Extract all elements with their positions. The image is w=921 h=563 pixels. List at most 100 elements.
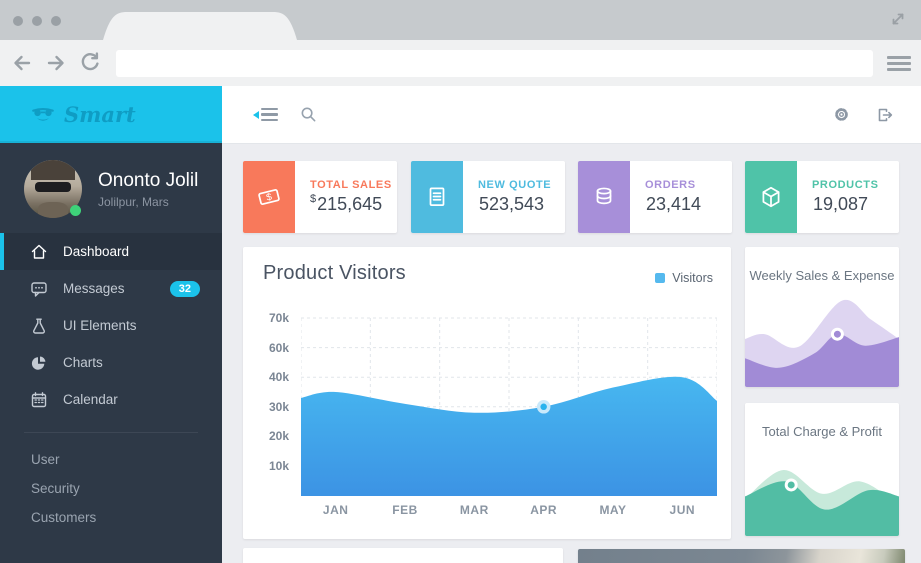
- stat-value-number: 523,543: [479, 194, 545, 214]
- sidebar-item-dashboard[interactable]: Dashboard: [0, 233, 222, 270]
- home-icon: [31, 244, 47, 259]
- svg-text:$: $: [265, 192, 273, 204]
- document-icon: [411, 161, 463, 233]
- stat-value: $215,645: [310, 193, 392, 215]
- browser-toolbar: [0, 40, 921, 86]
- highlighted-data-point: [830, 327, 844, 341]
- sidebar-item-label: Calendar: [63, 392, 118, 407]
- stat-value-number: 19,087: [813, 194, 869, 214]
- sidebar-secondary-nav: User Security Customers: [0, 445, 222, 532]
- stat-card-new-quote: NEW QUOTE 523,543: [411, 161, 565, 233]
- sidebar-nav: Dashboard Messages 32: [0, 233, 222, 418]
- logo-text: Smart: [64, 102, 136, 127]
- avatar[interactable]: [24, 160, 82, 218]
- stat-label: TOTAL SALES: [310, 179, 392, 191]
- y-axis-tick: 20k: [268, 429, 289, 444]
- logo-band: Smart: [0, 86, 222, 143]
- x-axis-label: JUN: [669, 503, 696, 517]
- window-controls[interactable]: [13, 16, 61, 26]
- x-axis-label: MAY: [599, 503, 627, 517]
- sidebar-toggle-icon[interactable]: [249, 107, 278, 122]
- stat-value: 19,087: [812, 194, 879, 215]
- sidebar-item-label: User: [31, 452, 60, 467]
- landscape-photo: [578, 549, 905, 563]
- sidebar-item-label: Messages: [63, 281, 125, 296]
- app-frame: Smart Ononto Jolil Jolilpur, Mars: [0, 86, 921, 563]
- browser-menu-icon[interactable]: [887, 51, 911, 75]
- y-axis-tick: 10k: [268, 459, 289, 473]
- logout-icon[interactable]: [876, 106, 894, 124]
- search-icon[interactable]: [300, 106, 317, 123]
- sidebar-item-label: UI Elements: [63, 318, 137, 333]
- legend-swatch: [655, 273, 666, 283]
- highlighted-data-point: [784, 478, 798, 492]
- x-axis-label: FEB: [392, 503, 418, 517]
- gear-icon[interactable]: [833, 106, 850, 123]
- sidebar-item-label: Security: [31, 481, 80, 496]
- stat-label: NEW QUOTE: [478, 179, 552, 191]
- x-axis-label: MAR: [459, 503, 489, 517]
- panel-title: Total Charge & Profit: [762, 424, 882, 439]
- refresh-icon[interactable]: [78, 51, 102, 75]
- x-axis: JAN FEB MAR APR MAY JUN: [301, 503, 717, 517]
- y-axis: 70k 60k 40k 30k 20k 10k: [253, 311, 289, 500]
- database-icon: [578, 161, 630, 233]
- sidebar-item-messages[interactable]: Messages 32: [0, 270, 222, 307]
- x-axis-label: APR: [530, 503, 558, 517]
- sidebar-item-security[interactable]: Security: [0, 474, 222, 503]
- sidebar-item-calendar[interactable]: Calendar: [0, 381, 222, 418]
- main-area: $ TOTAL SALES $215,645: [222, 86, 921, 563]
- sidebar: Smart Ononto Jolil Jolilpur, Mars: [0, 86, 222, 563]
- highlighted-data-point[interactable]: [536, 400, 551, 414]
- stat-label: PRODUCTS: [812, 179, 879, 191]
- sidebar-item-label: Charts: [63, 355, 103, 370]
- sidebar-item-charts[interactable]: Charts: [0, 344, 222, 381]
- sidebar-item-label: Customers: [31, 510, 97, 525]
- url-input[interactable]: [116, 49, 873, 77]
- user-location: Jolilpur, Mars: [98, 194, 169, 209]
- weekly-sales-expense-card: Weekly Sales & Expense: [745, 247, 899, 387]
- expand-icon[interactable]: [888, 9, 908, 29]
- window-dot-icon[interactable]: [32, 16, 42, 26]
- bottom-card: [243, 548, 563, 563]
- stat-value-number: 23,414: [646, 194, 702, 214]
- stat-card-orders: ORDERS 23,414: [578, 161, 732, 233]
- y-axis-tick: 70k: [268, 311, 289, 325]
- area-chart-plot[interactable]: [301, 312, 717, 500]
- browser-tab[interactable]: [103, 12, 297, 40]
- sidebar-item-user[interactable]: User: [0, 445, 222, 474]
- weekly-sales-wave-chart: [745, 299, 899, 387]
- x-axis-label: JAN: [322, 503, 349, 517]
- stat-card-total-sales: $ TOTAL SALES $215,645: [243, 161, 397, 233]
- dashboard-content: $ TOTAL SALES $215,645: [222, 144, 921, 563]
- window-dot-icon[interactable]: [13, 16, 23, 26]
- y-axis-tick: 40k: [268, 370, 289, 385]
- stat-value: 523,543: [478, 194, 551, 215]
- total-charge-wave-chart: [745, 469, 899, 536]
- banknote-icon: $: [243, 161, 295, 233]
- total-charge-profit-card: Total Charge & Profit: [745, 403, 899, 536]
- app-topbar: [222, 86, 921, 144]
- sidebar-item-ui-elements[interactable]: UI Elements: [0, 307, 222, 344]
- chart-legend[interactable]: Visitors: [655, 271, 713, 285]
- back-icon[interactable]: [10, 51, 34, 75]
- flask-icon: [32, 318, 46, 334]
- chat-icon: [31, 281, 47, 297]
- y-axis-tick: 60k: [268, 340, 289, 355]
- sidebar-divider: [24, 432, 198, 433]
- messages-count-badge: 32: [169, 280, 200, 297]
- currency-prefix: $: [310, 193, 317, 205]
- forward-icon[interactable]: [44, 51, 68, 75]
- stat-card-products: PRODUCTS 19,087: [745, 161, 899, 233]
- panel-title: Weekly Sales & Expense: [749, 268, 895, 283]
- cube-icon: [745, 161, 797, 233]
- browser-titlebar: [0, 0, 921, 40]
- sidebar-item-customers[interactable]: Customers: [0, 503, 222, 532]
- user-profile: Ononto Jolil Jolilpur, Mars: [0, 143, 222, 233]
- window-dot-icon[interactable]: [51, 16, 61, 26]
- stat-value-number: 215,645: [317, 194, 383, 214]
- legend-label: Visitors: [672, 271, 713, 285]
- pie-chart-icon: [31, 356, 46, 370]
- calendar-icon: [31, 391, 47, 407]
